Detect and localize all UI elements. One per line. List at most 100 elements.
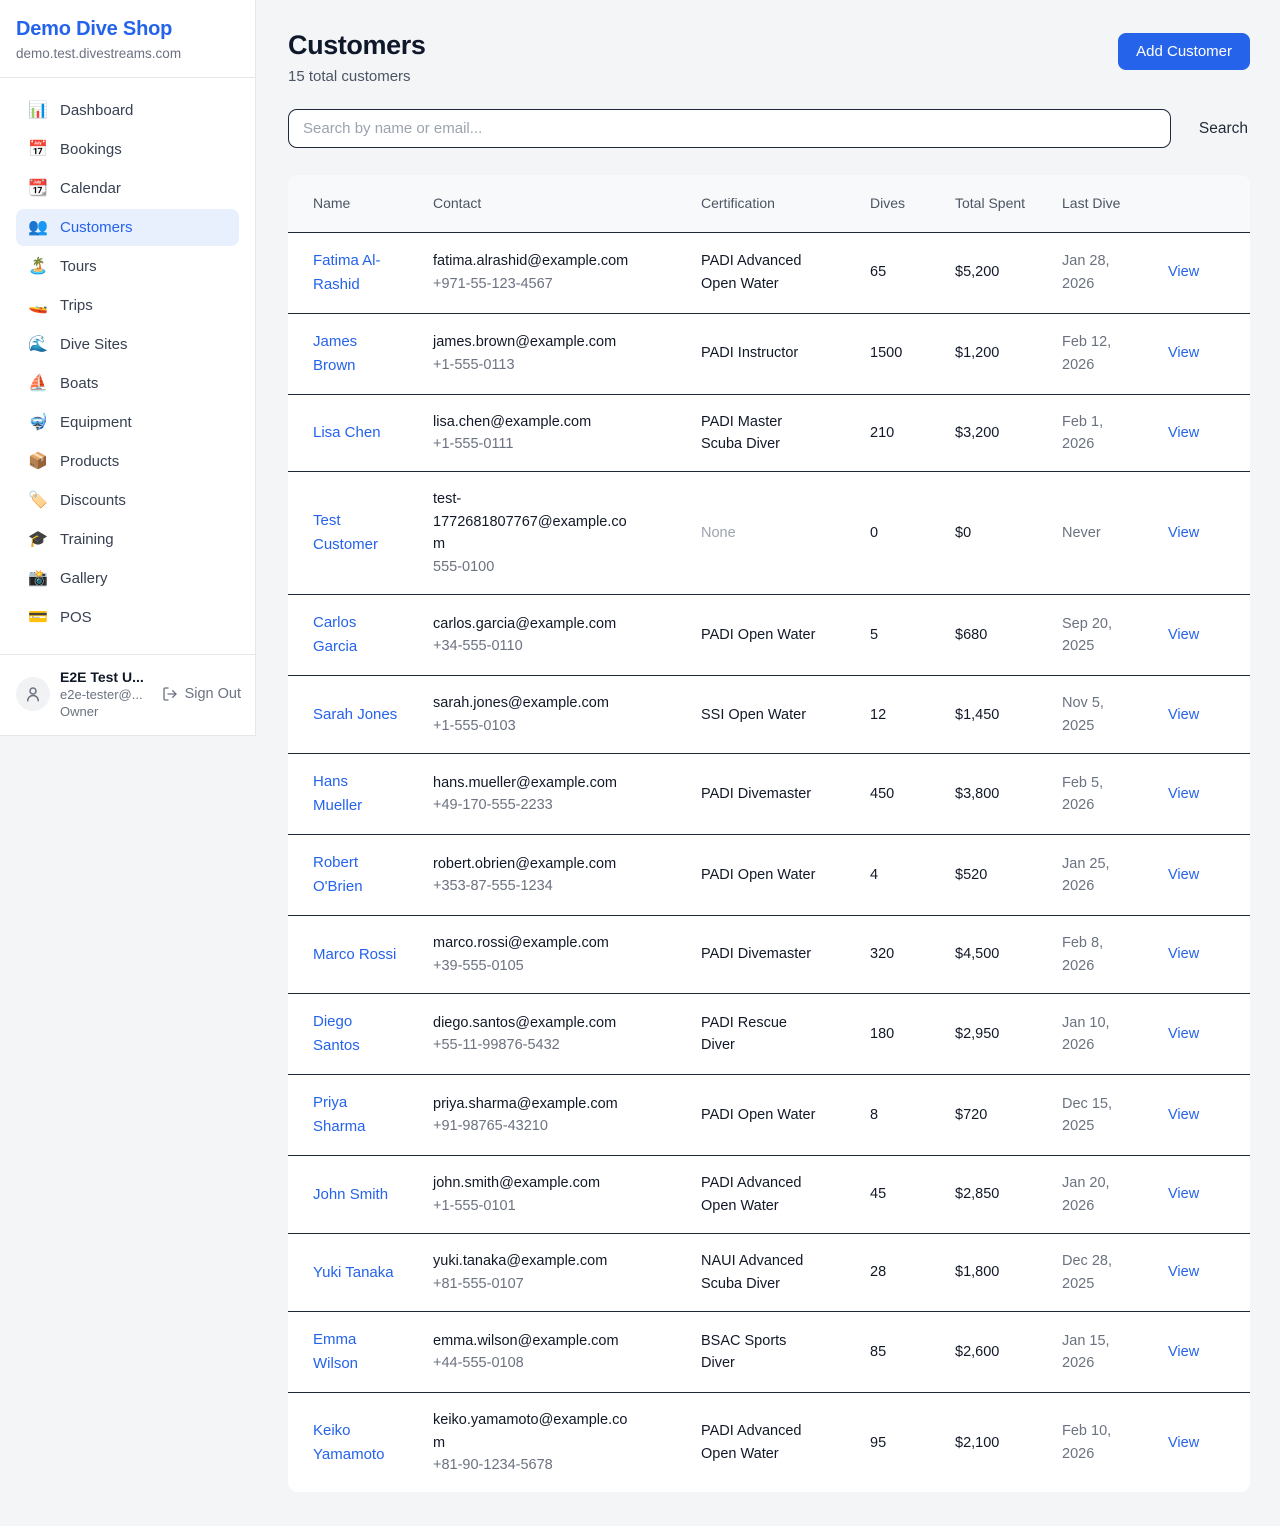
customer-name-link[interactable]: Carlos Garcia — [313, 614, 358, 656]
customer-name-link[interactable]: Test Customer — [313, 512, 379, 554]
sidebar-item-boats[interactable]: ⛵ Boats — [16, 365, 239, 402]
view-link[interactable]: View — [1168, 1434, 1200, 1451]
sidebar-item-products[interactable]: 📦 Products — [16, 443, 239, 480]
certification: PADI Open Water — [701, 1106, 816, 1123]
view-link[interactable]: View — [1168, 786, 1200, 803]
view-link[interactable]: View — [1168, 946, 1200, 963]
customer-name-link[interactable]: Fatima Al-Rashid — [313, 251, 381, 293]
sidebar-item-training[interactable]: 🎓 Training — [16, 521, 239, 558]
last-dive-date: Feb 10, 2026 — [1062, 1423, 1112, 1462]
sidebar-header: Demo Dive Shop demo.test.divestreams.com — [0, 0, 255, 78]
customer-email: robert.obrien@example.com — [433, 855, 617, 872]
customer-phone: +44-555-0108 — [433, 1355, 524, 1372]
customer-name-link[interactable]: Diego Santos — [313, 1013, 360, 1055]
dives-count: 4 — [870, 867, 879, 884]
search-input[interactable] — [288, 109, 1171, 148]
column-header-actions — [1160, 175, 1250, 232]
customer-name-link[interactable]: Marco Rossi — [313, 945, 397, 963]
column-header-contact: Contact — [433, 175, 701, 232]
customer-name-link[interactable]: Emma Wilson — [313, 1331, 359, 1373]
add-customer-button[interactable]: Add Customer — [1118, 33, 1250, 70]
sidebar-item-gallery[interactable]: 📸 Gallery — [16, 560, 239, 597]
sidebar-item-equipment[interactable]: 🤿 Equipment — [16, 404, 239, 441]
total-spent: $0 — [955, 525, 972, 542]
customer-phone: +1-555-0111 — [433, 435, 514, 452]
total-spent: $520 — [955, 867, 988, 884]
table-body: Fatima Al-Rashid fatima.alrashid@example… — [288, 232, 1250, 1492]
customer-name-link[interactable]: John Smith — [313, 1185, 389, 1203]
customer-phone: +971-55-123-4567 — [433, 275, 553, 292]
view-link[interactable]: View — [1168, 627, 1200, 644]
last-dive-date: Feb 8, 2026 — [1062, 935, 1104, 974]
customer-name-link[interactable]: James Brown — [313, 332, 358, 374]
sidebar-item-dashboard[interactable]: 📊 Dashboard — [16, 92, 239, 129]
sidebar-item-tours[interactable]: 🏝️ Tours — [16, 248, 239, 285]
table-row: Carlos Garcia carlos.garcia@example.com … — [288, 594, 1250, 676]
customer-name-link[interactable]: Lisa Chen — [313, 423, 381, 441]
certification: PADI Instructor — [701, 345, 799, 362]
customer-email: priya.sharma@example.com — [433, 1095, 618, 1112]
pos-card-icon: 💳 — [28, 608, 48, 626]
certification: PADI Advanced Open Water — [701, 253, 802, 292]
view-link[interactable]: View — [1168, 1343, 1200, 1360]
customer-name-link[interactable]: Keiko Yamamoto — [313, 1421, 385, 1463]
table-row: John Smith john.smith@example.com +1-555… — [288, 1155, 1250, 1234]
table-header: Name Contact Certification Dives Total S… — [288, 175, 1250, 232]
sidebar-item-trips[interactable]: 🚤 Trips — [16, 287, 239, 324]
last-dive-date: Feb 5, 2026 — [1062, 774, 1104, 814]
total-spent: $1,200 — [955, 345, 1000, 362]
sidebar-item-bookings[interactable]: 📅 Bookings — [16, 131, 239, 168]
last-dive-date: Feb 12, 2026 — [1062, 334, 1112, 373]
page-header-text: Customers 15 total customers — [288, 30, 426, 85]
view-link[interactable]: View — [1168, 1025, 1200, 1042]
view-link[interactable]: View — [1168, 345, 1200, 362]
table-row: Lisa Chen lisa.chen@example.com +1-555-0… — [288, 394, 1250, 472]
total-spent: $5,200 — [955, 264, 1000, 281]
sidebar-nav: 📊 Dashboard 📅 Bookings 📆 Calendar 👥 Cust… — [0, 78, 255, 648]
view-link[interactable]: View — [1168, 1264, 1200, 1281]
last-dive-date: Jan 25, 2026 — [1062, 855, 1110, 895]
column-header-certification: Certification — [701, 175, 870, 232]
sidebar-item-dive-sites[interactable]: 🌊 Dive Sites — [16, 326, 239, 363]
customer-email: hans.mueller@example.com — [433, 774, 617, 791]
view-link[interactable]: View — [1168, 867, 1200, 884]
total-spent: $3,200 — [955, 424, 1000, 441]
sidebar-item-discounts[interactable]: 🏷️ Discounts — [16, 482, 239, 519]
customer-name-link[interactable]: Hans Mueller — [313, 773, 363, 815]
table-row: Sarah Jones sarah.jones@example.com +1-5… — [288, 675, 1250, 754]
customer-email: james.brown@example.com — [433, 334, 617, 351]
last-dive-date: Jan 28, 2026 — [1062, 253, 1110, 292]
sign-out-button[interactable]: Sign Out — [162, 686, 241, 702]
last-dive-date: Feb 1, 2026 — [1062, 413, 1104, 452]
view-link[interactable]: View — [1168, 1186, 1200, 1203]
sidebar: Demo Dive Shop demo.test.divestreams.com… — [0, 0, 256, 736]
view-link[interactable]: View — [1168, 706, 1200, 723]
discounts-tag-icon: 🏷️ — [28, 491, 48, 509]
customer-phone: +39-555-0105 — [433, 957, 524, 974]
certification: PADI Divemaster — [701, 946, 812, 963]
search-button[interactable]: Search — [1197, 116, 1250, 142]
table-row: Fatima Al-Rashid fatima.alrashid@example… — [288, 232, 1250, 313]
customer-name-link[interactable]: Priya Sharma — [313, 1094, 366, 1136]
dives-count: 5 — [870, 627, 879, 644]
view-link[interactable]: View — [1168, 264, 1200, 281]
dives-count: 65 — [870, 264, 887, 281]
last-dive-date: Jan 20, 2026 — [1062, 1175, 1110, 1214]
user-name: E2E Test U... — [60, 669, 144, 685]
customer-phone: +49-170-555-2233 — [433, 797, 553, 814]
view-link[interactable]: View — [1168, 424, 1200, 441]
view-link[interactable]: View — [1168, 1106, 1200, 1123]
customer-name-link[interactable]: Robert O'Brien — [313, 854, 363, 896]
last-dive-date: Sep 20, 2025 — [1062, 615, 1112, 655]
customer-email: emma.wilson@example.com — [433, 1332, 619, 1349]
customer-email: test-1772681807767@example.com — [433, 491, 627, 553]
customer-name-link[interactable]: Yuki Tanaka — [313, 1263, 394, 1281]
total-spent: $3,800 — [955, 786, 1000, 803]
sidebar-item-customers[interactable]: 👥 Customers — [16, 209, 239, 246]
customer-name-link[interactable]: Sarah Jones — [313, 705, 398, 723]
sidebar-item-calendar[interactable]: 📆 Calendar — [16, 170, 239, 207]
view-link[interactable]: View — [1168, 525, 1200, 542]
sidebar-item-pos[interactable]: 💳 POS — [16, 599, 239, 636]
customer-phone: +81-555-0107 — [433, 1275, 524, 1292]
